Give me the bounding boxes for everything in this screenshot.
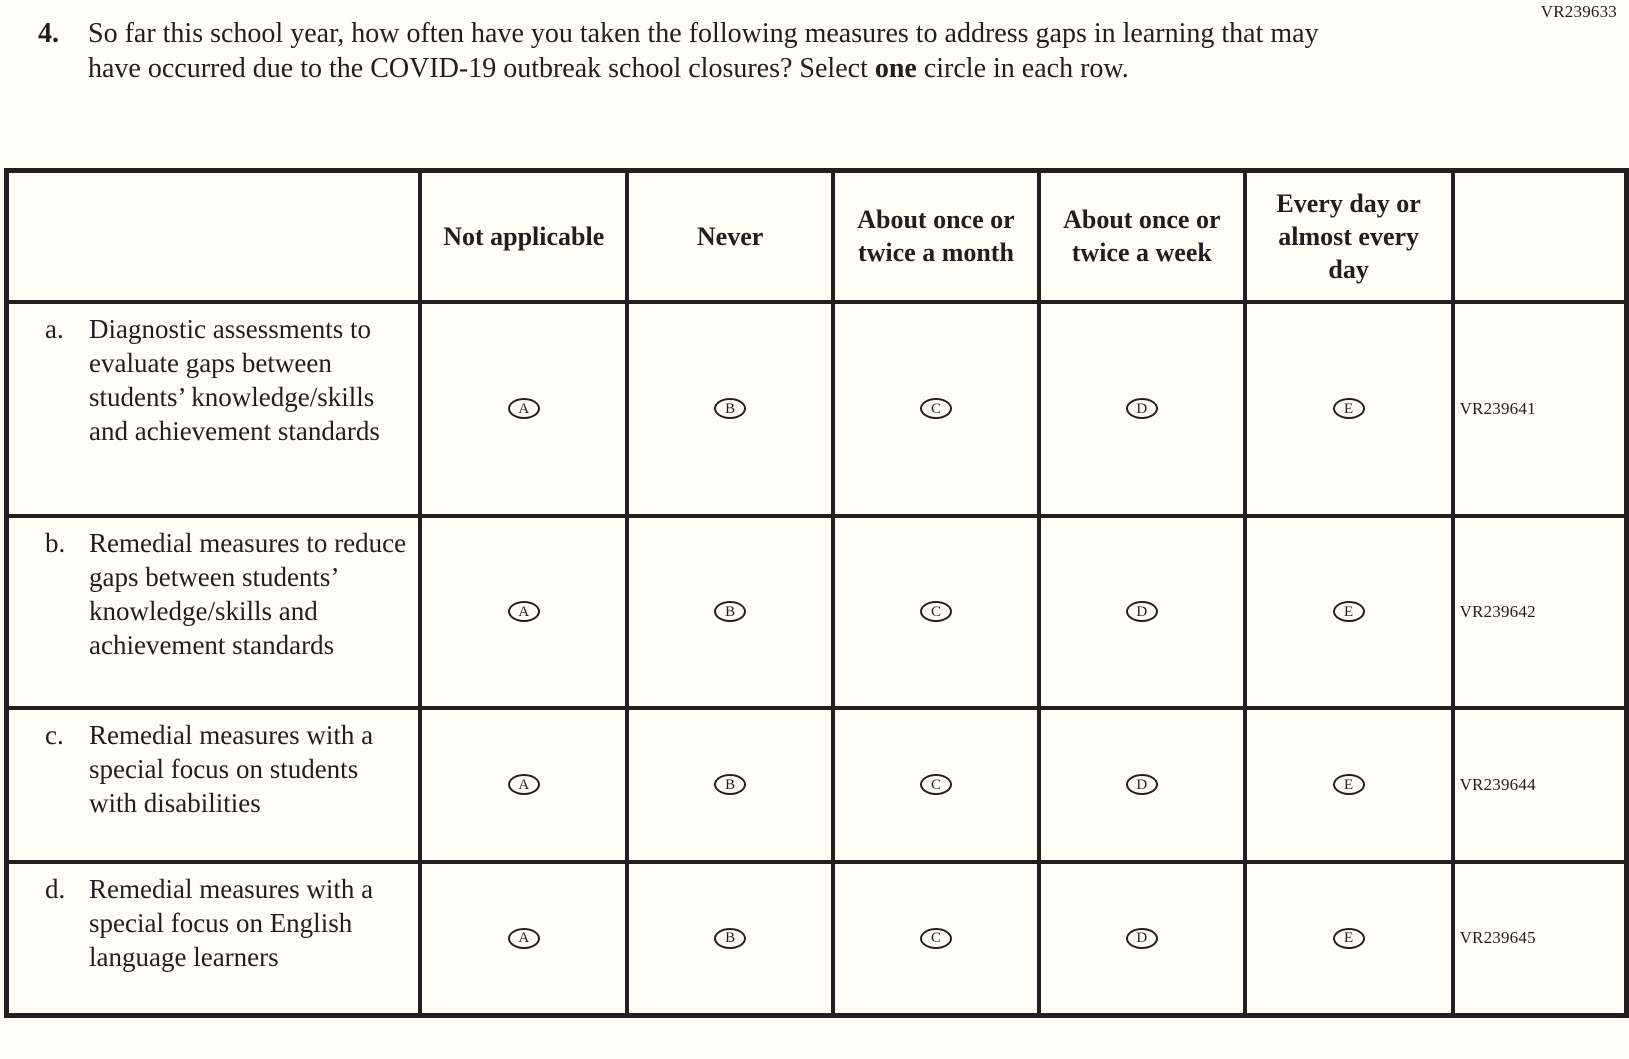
- option-bubble-c-B[interactable]: B: [714, 774, 747, 795]
- option-bubble-d-A[interactable]: A: [507, 927, 540, 949]
- option-bubble-c-C[interactable]: C: [919, 774, 952, 795]
- option-bubble-a-B[interactable]: B: [714, 398, 747, 419]
- column-header-never: Never: [625, 168, 836, 304]
- option-bubble-b-D[interactable]: D: [1125, 601, 1158, 622]
- question-number: 4.: [38, 18, 59, 49]
- row-c-label-cell: c. Remedial measures with a special focu…: [4, 705, 423, 864]
- row-b-letter: b.: [45, 527, 66, 558]
- row-c-letter: c.: [45, 719, 64, 750]
- option-bubble-b-C[interactable]: C: [919, 601, 952, 622]
- row-b-vr-code: VR239642: [1450, 513, 1629, 710]
- column-header-every-day: Every day or almost every day: [1242, 168, 1455, 304]
- page-vr-code: VR239633: [1540, 2, 1617, 21]
- row-b-cell-every-day: E: [1242, 513, 1455, 710]
- row-b-label-cell: b. Remedial measures to reduce gaps betw…: [4, 513, 423, 710]
- row-b-cell-not-applicable: A: [418, 513, 630, 710]
- row-c-cell-once-twice-month: C: [831, 705, 1041, 864]
- row-b-cell-once-twice-month: C: [831, 513, 1041, 710]
- row-d-cell-every-day: E: [1242, 859, 1455, 1018]
- table-row-a: a. Diagnostic assessments to evaluate ga…: [4, 299, 1629, 518]
- row-c-text: Remedial measures with a special focus o…: [89, 719, 374, 818]
- row-d-vr-code: VR239645: [1450, 859, 1629, 1018]
- option-bubble-b-A[interactable]: A: [507, 601, 540, 622]
- option-bubble-a-E[interactable]: E: [1332, 398, 1365, 419]
- table-row-d: d. Remedial measures with a special focu…: [4, 859, 1629, 1018]
- row-c-cell-every-day: E: [1242, 705, 1455, 864]
- row-c-cell-once-twice-week: D: [1036, 705, 1247, 864]
- option-bubble-d-B[interactable]: B: [714, 927, 747, 949]
- row-d-letter: d.: [45, 873, 66, 904]
- column-header-once-twice-week: About once or twice a week: [1036, 168, 1247, 304]
- row-b-text: Remedial measures to reduce gaps between…: [89, 527, 407, 660]
- column-header-once-twice-month: About once or twice a month: [831, 168, 1041, 304]
- row-a-letter: a.: [45, 313, 64, 344]
- row-d-cell-not-applicable: A: [418, 859, 630, 1018]
- row-c-cell-not-applicable: A: [418, 705, 630, 864]
- question-text-start: So far this school year, how often have …: [88, 18, 1319, 84]
- row-a-cell-once-twice-month: C: [831, 299, 1041, 518]
- option-bubble-c-D[interactable]: D: [1125, 774, 1158, 795]
- question-text: So far this school year, how often have …: [88, 16, 1358, 86]
- option-bubble-b-E[interactable]: E: [1332, 601, 1365, 622]
- row-a-vr-code: VR239641: [1450, 299, 1629, 518]
- option-bubble-c-A[interactable]: A: [507, 774, 540, 795]
- response-grid-table: Not applicable Never About once or twice…: [4, 168, 1629, 1018]
- row-d-cell-once-twice-month: C: [831, 859, 1041, 1018]
- row-d-label-cell: d. Remedial measures with a special focu…: [4, 859, 423, 1018]
- row-c-vr-code: VR239644: [1450, 705, 1629, 864]
- question-bold-word: one: [874, 53, 917, 84]
- row-a-label-cell: a. Diagnostic assessments to evaluate ga…: [4, 299, 423, 518]
- row-a-cell-not-applicable: A: [418, 299, 630, 518]
- option-bubble-d-C[interactable]: C: [919, 927, 952, 949]
- column-header-not-applicable: Not applicable: [418, 168, 630, 304]
- table-row-b: b. Remedial measures to reduce gaps betw…: [4, 513, 1629, 710]
- option-bubble-a-C[interactable]: C: [919, 398, 952, 419]
- row-b-cell-never: B: [625, 513, 836, 710]
- row-a-text: Diagnostic assessments to evaluate gaps …: [89, 313, 380, 446]
- option-bubble-d-E[interactable]: E: [1332, 927, 1365, 949]
- header-code-cell: [1450, 168, 1629, 304]
- option-bubble-b-B[interactable]: B: [714, 601, 747, 622]
- table-row-c: c. Remedial measures with a special focu…: [4, 705, 1629, 864]
- question-block: 4. So far this school year, how often ha…: [38, 16, 1358, 86]
- option-bubble-a-D[interactable]: D: [1125, 398, 1158, 419]
- row-d-cell-once-twice-week: D: [1036, 859, 1247, 1018]
- option-bubble-d-D[interactable]: D: [1125, 927, 1158, 949]
- row-a-cell-never: B: [625, 299, 836, 518]
- row-d-text: Remedial measures with a special focus o…: [89, 873, 374, 972]
- option-bubble-a-A[interactable]: A: [507, 398, 540, 419]
- header-row: Not applicable Never About once or twice…: [4, 168, 1629, 304]
- row-d-cell-never: B: [625, 859, 836, 1018]
- row-c-cell-never: B: [625, 705, 836, 864]
- row-a-cell-every-day: E: [1242, 299, 1455, 518]
- question-text-end: circle in each row.: [916, 53, 1129, 84]
- row-b-cell-once-twice-week: D: [1036, 513, 1247, 710]
- header-stub-cell: [4, 168, 423, 304]
- option-bubble-c-E[interactable]: E: [1332, 774, 1365, 795]
- row-a-cell-once-twice-week: D: [1036, 299, 1247, 518]
